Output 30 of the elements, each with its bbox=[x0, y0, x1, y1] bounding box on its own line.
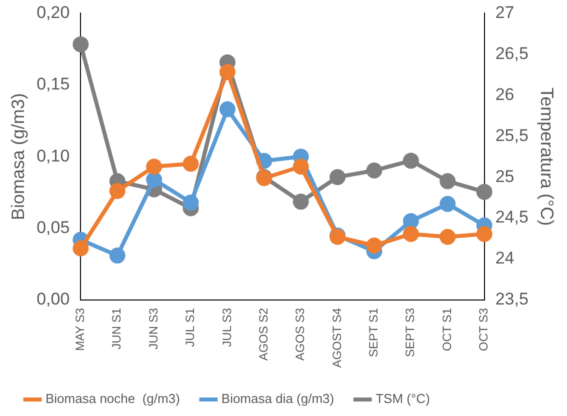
y2-tick-label: 23,5 bbox=[495, 290, 528, 309]
y-tick-label: 0,15 bbox=[36, 74, 70, 94]
y-tick-label: 0,10 bbox=[36, 146, 70, 166]
legend-label: TSM (°C) bbox=[376, 391, 430, 406]
legend-label: Biomasa noche (g/m3) bbox=[46, 391, 180, 406]
y2-tick-label: 27 bbox=[495, 2, 514, 22]
y-tick-label: 0,20 bbox=[36, 2, 70, 22]
y-tick-label: 0,00 bbox=[36, 290, 70, 309]
x-tick-label: AGOS S2 bbox=[256, 308, 270, 361]
x-tick-label: SEPT S1 bbox=[366, 308, 381, 358]
x-tick-label: MAY S3 bbox=[73, 308, 87, 351]
x-tick-label: JUN S1 bbox=[110, 308, 124, 350]
x-tick-label: SEPT S3 bbox=[403, 308, 418, 358]
x-tick-label: AGOS S3 bbox=[293, 308, 308, 361]
y2-tick-label: 24,5 bbox=[495, 208, 528, 227]
x-tick-label: AGOST S4 bbox=[330, 308, 344, 368]
y2-tick-label: 26 bbox=[495, 84, 514, 104]
x-tick-label: OCT S3 bbox=[476, 308, 491, 352]
y2-tick-label: 24 bbox=[495, 248, 514, 268]
x-tick-label: OCT S1 bbox=[440, 308, 454, 352]
y2-axis-title: Temperatura (°C) bbox=[537, 87, 558, 226]
x-tick-label: JUN S3 bbox=[146, 308, 160, 350]
y2-tick-label: 25 bbox=[495, 166, 514, 186]
legend-label: Biomasa dia (g/m3) bbox=[221, 391, 334, 406]
x-tick-label: JUL S3 bbox=[220, 308, 234, 347]
y2-tick-label: 26,5 bbox=[495, 44, 528, 63]
y2-tick-label: 25,5 bbox=[495, 126, 528, 145]
x-tick-label: JUL S1 bbox=[183, 308, 198, 347]
y-axis-title: Biomasa (g/m3) bbox=[8, 93, 28, 220]
y-tick-label: 0,05 bbox=[36, 218, 70, 237]
